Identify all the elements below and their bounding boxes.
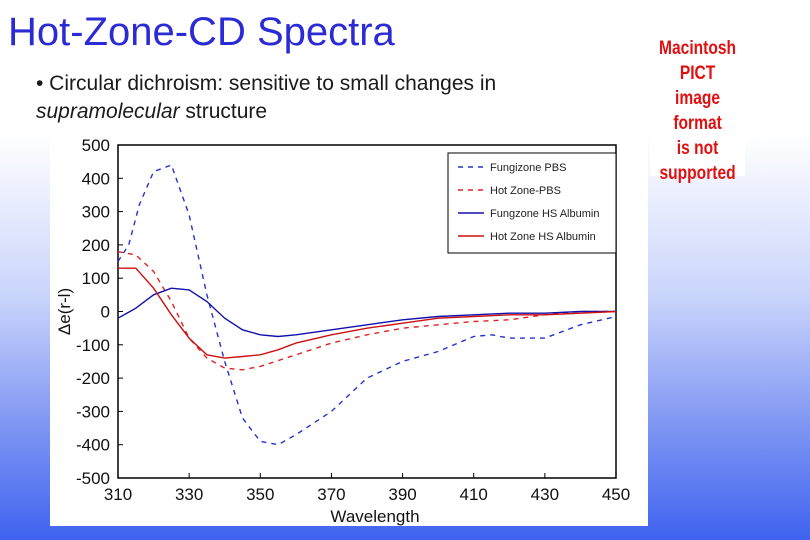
y-tick-label: -100 [76,336,110,355]
bullet-prefix: • Circular dichroism: sensitive to small… [36,72,497,95]
x-tick-label: 350 [246,485,274,504]
slide-title: Hot-Zone-CD Spectra [8,10,395,54]
bullet-suffix: structure [179,100,268,123]
placeholder-line: Macintosh PICT [659,38,737,84]
y-tick-label: 300 [82,203,110,222]
x-tick-label: 430 [531,485,559,504]
x-axis-label: Wavelength [330,507,419,526]
series-line [117,287,616,338]
x-tick-label: 390 [388,485,416,504]
cd-spectra-chart: 500 400 300 200 100 0 -100 -200 -300 -400 -500 310 3… [50,135,648,526]
y-tick-label: -300 [76,402,110,421]
y-axis-label: Δe(r-l) [55,288,74,335]
legend-label: Hot Zone-PBS [490,185,561,197]
y-tick-label: 400 [82,169,110,188]
bullet-text: • Circular dichroism: sensitive to small… [36,70,556,126]
x-tick-label: 450 [602,485,630,504]
x-tick-label: 310 [104,485,132,504]
x-tick-label: 330 [175,485,203,504]
legend-label: Hot Zone HS Albumin [490,231,596,243]
x-tick-label: 410 [460,485,488,504]
series-line [117,164,617,446]
bullet-emphasis: supramolecular [36,100,180,123]
y-tick-label: 100 [82,269,110,288]
unsupported-image-placeholder: Macintosh PICT image format is not suppo… [650,36,746,184]
legend-label: Fungizone PBS [490,162,566,174]
y-tick-label: -500 [76,469,110,488]
y-tick-label: -400 [76,436,110,455]
legend-label: Fungzone HS Albumin [490,208,599,220]
y-tick-label: 200 [82,236,110,255]
x-tick-label: 370 [317,485,345,504]
y-tick-label: 500 [82,136,110,155]
placeholder-line: is not supported [659,138,736,184]
placeholder-line: image format [673,88,722,134]
y-tick-label: -200 [76,369,110,388]
series-line [118,267,617,359]
series-line [117,250,616,371]
y-tick-label: 0 [101,303,110,322]
